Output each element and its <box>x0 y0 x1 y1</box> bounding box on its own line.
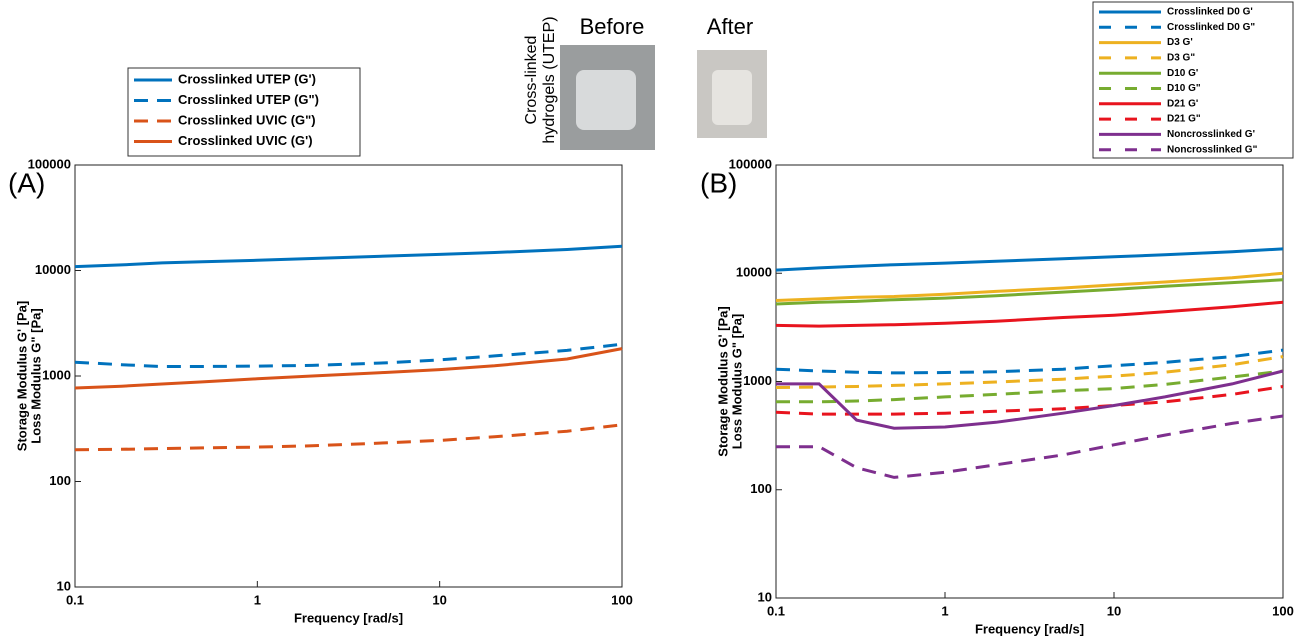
legend-label: Noncrosslinked G' <box>1167 129 1255 140</box>
inset-label: Cross-linked <box>523 36 540 125</box>
y-tick-label: 10000 <box>35 262 71 277</box>
y-tick-label: 100000 <box>28 156 71 171</box>
legend-label: D3 G' <box>1167 37 1193 48</box>
y-axis-label: Storage Modulus G' [Pa] <box>715 306 730 456</box>
legend-label: D3 G" <box>1167 53 1195 64</box>
series-line <box>775 278 1284 306</box>
series-line <box>775 271 1284 302</box>
y-axis-label: Loss Modulus G" [Pa] <box>729 314 744 449</box>
series-line <box>776 414 1284 479</box>
series-line <box>74 423 623 452</box>
series-line <box>776 369 1284 430</box>
before-label: Before <box>580 14 645 39</box>
y-tick-label: 1000 <box>42 367 71 382</box>
series-line <box>775 247 1284 272</box>
x-tick-label: 0.1 <box>66 592 84 607</box>
y-tick-label: 1000 <box>743 373 772 388</box>
series-line <box>74 342 623 368</box>
legend-label: Crosslinked UVIC (G') <box>178 133 313 148</box>
series-line <box>775 355 1284 389</box>
series-line <box>74 244 623 269</box>
hydrogel-after <box>712 70 752 125</box>
x-tick-label: 10 <box>432 592 446 607</box>
y-axis-label: Loss Modulus G" [Pa] <box>28 308 43 443</box>
x-tick-label: 100 <box>611 592 633 607</box>
after-label: After <box>707 14 753 39</box>
legend-label: Crosslinked UTEP (G') <box>178 71 316 86</box>
x-axis-label: Frequency [rad/s] <box>294 610 403 625</box>
panel-label: (A) <box>8 167 45 198</box>
series-line <box>775 385 1284 416</box>
legend-label: Crosslinked UTEP (G") <box>178 92 319 107</box>
legend-label: D21 G' <box>1167 98 1198 109</box>
x-tick-label: 1 <box>254 592 261 607</box>
inset-label: hydrogels (UTEP) <box>541 16 558 143</box>
x-axis-label: Frequency [rad/s] <box>975 621 1084 636</box>
y-tick-label: 10 <box>758 589 772 604</box>
series-line <box>775 348 1284 375</box>
plot-frame <box>74 164 623 588</box>
legend-label: Crosslinked D0 G" <box>1167 22 1255 33</box>
x-tick-label: 0.1 <box>767 603 785 618</box>
legend-label: Noncrosslinked G" <box>1167 144 1258 155</box>
legend-label: D10 G' <box>1167 68 1198 79</box>
panel-label: (B) <box>700 167 737 198</box>
hydrogel-before <box>576 70 636 130</box>
legend-label: Crosslinked UVIC (G") <box>178 112 316 127</box>
y-tick-label: 100000 <box>729 156 772 171</box>
series-line <box>74 347 623 390</box>
y-tick-label: 100 <box>49 473 71 488</box>
legend-label: D10 G" <box>1167 83 1201 94</box>
x-tick-label: 1 <box>941 603 948 618</box>
legend-label: D21 G" <box>1167 114 1201 125</box>
series-line <box>775 300 1284 328</box>
legend-label: Crosslinked D0 G' <box>1167 7 1253 18</box>
y-tick-label: 10 <box>57 578 71 593</box>
y-axis-label: Storage Modulus G' [Pa] <box>14 301 29 451</box>
x-tick-label: 100 <box>1272 603 1294 618</box>
y-tick-label: 100 <box>750 481 772 496</box>
y-tick-label: 10000 <box>736 265 772 280</box>
series-line <box>776 369 1284 404</box>
x-tick-label: 10 <box>1107 603 1121 618</box>
